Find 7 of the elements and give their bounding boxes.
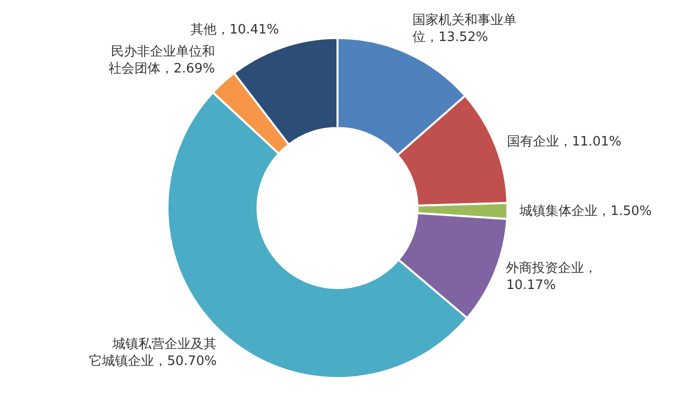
slice-label: 其他，10.41% <box>190 22 280 38</box>
slice-label: 国有企业，11.01% <box>506 134 622 150</box>
slice-label: 民办非企业单位和社会团体，2.69% <box>108 44 215 76</box>
slice-label: 国家机关和事业单位，13.52% <box>412 12 516 46</box>
slice-label: 城镇私营企业及其它城镇企业，50.70% <box>89 337 217 370</box>
slice-label: 城镇集体企业，1.50% <box>518 204 652 220</box>
slice-label: 外商投资企业，10.17% <box>506 261 598 294</box>
